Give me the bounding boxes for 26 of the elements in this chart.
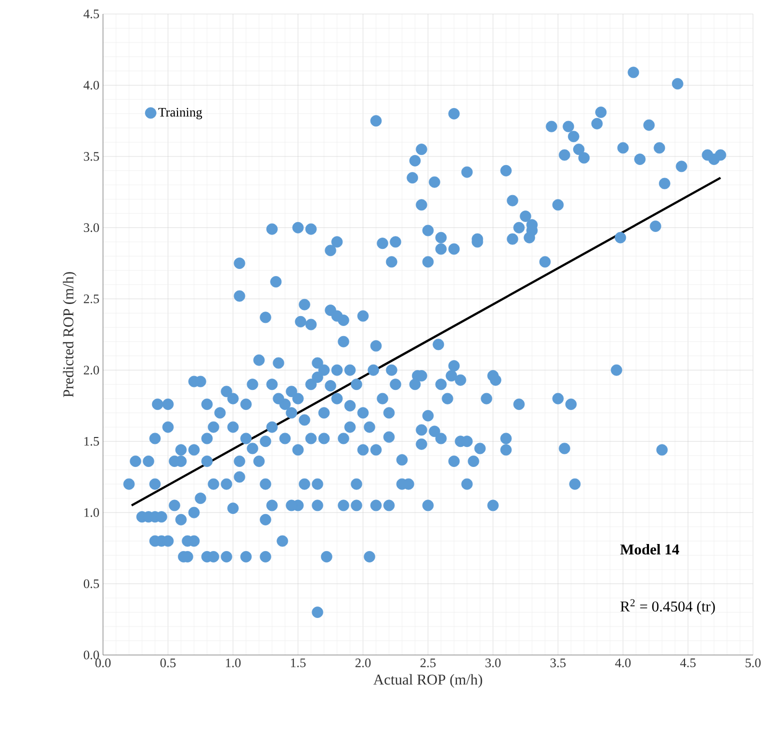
y-tick-label: 0.0 [84, 650, 99, 660]
x-tick-label: 2.5 [420, 658, 436, 668]
x-tick-label: 3.0 [486, 658, 501, 668]
annotation: Model 14 [620, 544, 680, 554]
x-tick-label: 5.0 [746, 658, 761, 668]
x-tick-label: 1.0 [226, 658, 241, 668]
x-tick-label: 2.0 [355, 658, 371, 668]
y-tick-label: 2.5 [84, 294, 99, 304]
x-tick-label: 4.5 [680, 658, 696, 668]
x-tick-label: 1.5 [291, 658, 306, 668]
annotation: R$^{2}$ = 0.4504 (tr) [620, 599, 715, 615]
y-tick-label: 4.0 [84, 80, 99, 90]
y-tick-label: 1.0 [84, 508, 99, 517]
x-axis-title: Actual ROP (m/h) [373, 674, 482, 688]
x-tick-label: 0.0 [95, 658, 111, 668]
y-tick-label: 0.5 [84, 579, 99, 588]
y-tick-label: 2.0 [84, 366, 99, 375]
x-tick-label: 4.0 [615, 658, 631, 668]
y-tick-label: 3.5 [84, 152, 99, 161]
x-tick-label: 3.5 [550, 658, 566, 668]
x-tick-label: 0.5 [160, 658, 176, 668]
y-axis-title: Predicted ROP (m/h) [62, 272, 76, 398]
legend-label: Training [158, 108, 202, 120]
y-tick-label: 4.5 [84, 10, 99, 18]
y-tick-label: 1.5 [84, 436, 99, 446]
y-tick-label: 3.0 [84, 223, 99, 232]
